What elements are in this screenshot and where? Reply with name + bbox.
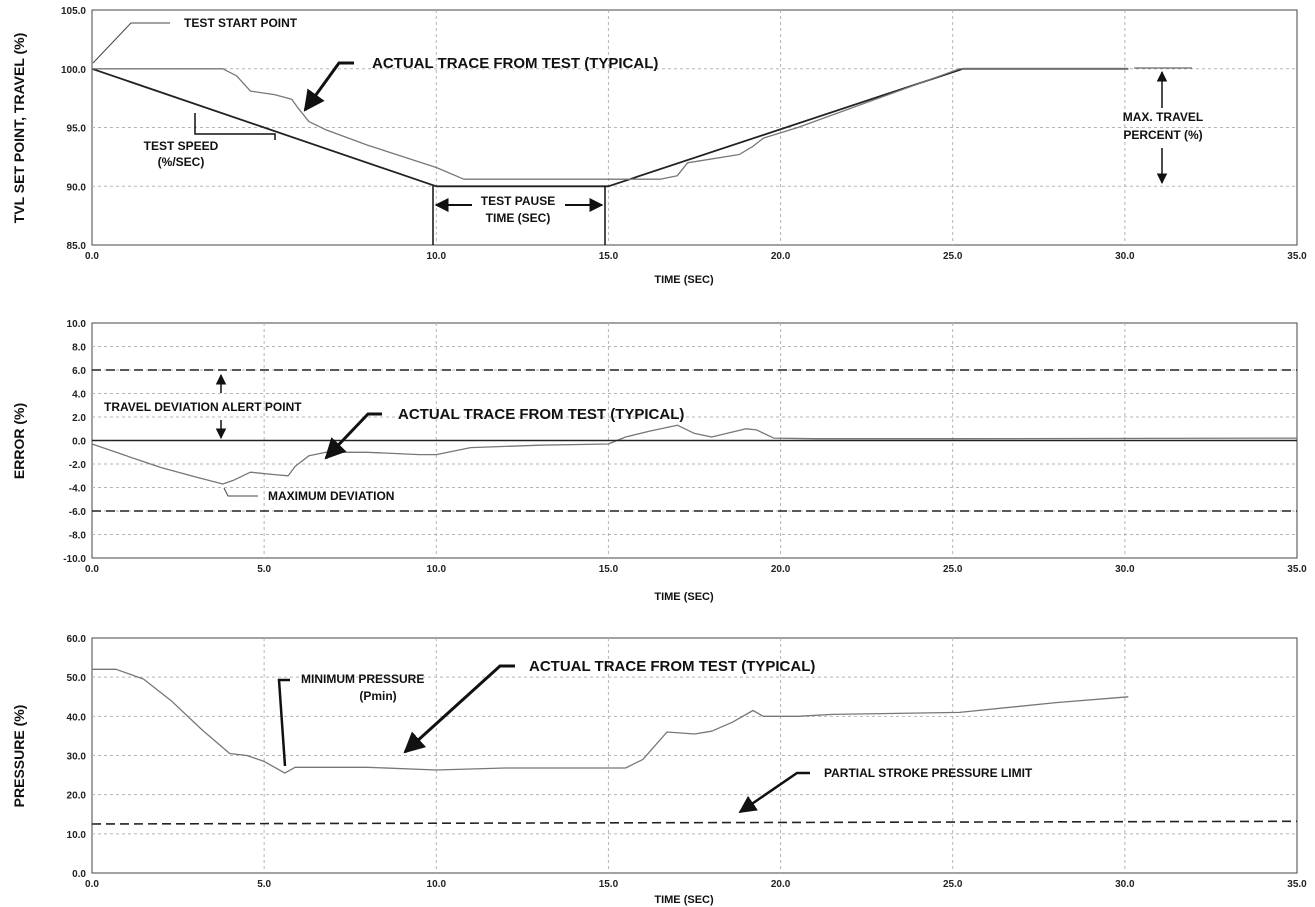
error-y-tick-label: -6.0 [69, 507, 87, 518]
travel-y-ticks: 105.0 100.0 95.0 90.0 85.0 [61, 6, 86, 252]
travel-x-tick-label: 0.0 [85, 251, 99, 262]
maximum-deviation-label: MAXIMUM DEVIATION [268, 489, 394, 503]
pressure-x-axis-title: TIME (SEC) [654, 894, 714, 906]
error-chart: 0.0 5.0 10.0 15.0 20.0 25.0 30.0 35.0 10.0 8.0 6.… [11, 319, 1307, 603]
actual-trace-label-1: ACTUAL TRACE FROM TEST (TYPICAL) [372, 55, 658, 72]
error-x-tick-label: 20.0 [771, 564, 791, 575]
actual-trace-label-3: ACTUAL TRACE FROM TEST (TYPICAL) [529, 658, 815, 675]
test-speed-annotation: TEST SPEED (%/SEC) [144, 113, 276, 169]
pressure-x-tick-label: 30.0 [1115, 879, 1135, 890]
error-x-tick-label: 10.0 [427, 564, 447, 575]
error-x-tick-label: 35.0 [1287, 564, 1307, 575]
actual-trace-label-2: ACTUAL TRACE FROM TEST (TYPICAL) [398, 406, 684, 423]
error-x-tick-label: 15.0 [599, 564, 619, 575]
travel-x-tick-label: 10.0 [427, 251, 447, 262]
error-y-ticks: 10.0 8.0 6.0 4.0 2.0 0.0 -2.0 -4.0 -6.0 -8.0 -10.0 [63, 319, 86, 565]
pressure-y-tick-label: 30.0 [67, 752, 87, 763]
error-y-axis-title: ERROR (%) [11, 403, 27, 479]
travel-series [91, 67, 1129, 188]
travel-x-tick-label: 35.0 [1287, 251, 1307, 262]
pressure-limit-annotation: PARTIAL STROKE PRESSURE LIMIT [738, 766, 1033, 814]
pressure-y-tick-label: 60.0 [67, 634, 87, 645]
error-x-tick-label: 25.0 [943, 564, 963, 575]
pressure-y-tick-label: 20.0 [67, 791, 87, 802]
pressure-y-ticks: 60.0 50.0 40.0 30.0 20.0 10.0 0.0 [67, 634, 87, 880]
error-y-tick-label: -8.0 [69, 531, 87, 542]
pressure-x-tick-label: 0.0 [85, 879, 99, 890]
pressure-grid [92, 638, 1297, 873]
test-speed-label: TEST SPEED [144, 139, 219, 153]
pressure-y-axis-title: PRESSURE (%) [11, 705, 27, 808]
error-series [91, 369, 1298, 512]
error-y-tick-label: 10.0 [67, 319, 87, 330]
error-y-tick-label: -2.0 [69, 460, 87, 471]
error-x-axis-title: TIME (SEC) [654, 591, 714, 603]
pressure-y-tick-label: 10.0 [67, 830, 87, 841]
max-travel-annotation: MAX. TRAVEL PERCENT (%) [1123, 67, 1203, 185]
pressure-x-tick-label: 15.0 [599, 879, 619, 890]
error-error-line [91, 424, 1298, 485]
pressure-y-tick-label: 40.0 [67, 712, 87, 723]
pressure-pressure-line [92, 668, 1129, 774]
pressure-x-tick-label: 25.0 [943, 879, 963, 890]
maximum-deviation-annotation: MAXIMUM DEVIATION [223, 487, 394, 503]
pressure-pressure-limit-line [91, 820, 1298, 825]
pressure-y-tick-label: 50.0 [67, 673, 87, 684]
max-travel-label: MAX. TRAVEL [1123, 110, 1203, 124]
travel-y-tick-label: 90.0 [67, 182, 87, 193]
travel-deviation-annotation: TRAVEL DEVIATION ALERT POINT [104, 373, 302, 440]
pressure-chart: 0.0 5.0 10.0 15.0 20.0 25.0 30.0 35.0 60.0 50.0 4… [11, 634, 1307, 906]
error-y-tick-label: 8.0 [72, 343, 86, 354]
pressure-y-tick-label: 0.0 [72, 869, 86, 880]
error-y-tick-label: 2.0 [72, 413, 86, 424]
pressure-x-ticks: 0.0 5.0 10.0 15.0 20.0 25.0 30.0 35.0 [85, 879, 1307, 890]
error-x-ticks: 0.0 5.0 10.0 15.0 20.0 25.0 30.0 35.0 [85, 564, 1307, 575]
travel-chart: 0.0 10.0 15.0 20.0 25.0 30.0 35.0 105.0 100.0 95… [11, 6, 1307, 286]
pressure-x-tick-label: 5.0 [257, 879, 271, 890]
error-y-tick-label: -4.0 [69, 484, 87, 495]
error-y-tick-label: 4.0 [72, 390, 86, 401]
error-y-tick-label: -10.0 [63, 554, 86, 565]
error-x-tick-label: 30.0 [1115, 564, 1135, 575]
error-y-tick-label: 0.0 [72, 437, 86, 448]
travel-y-tick-label: 95.0 [67, 124, 87, 135]
travel-y-tick-label: 100.0 [61, 65, 86, 76]
pressure-series [91, 668, 1298, 825]
pressure-x-tick-label: 20.0 [771, 879, 791, 890]
travel-x-tick-label: 25.0 [943, 251, 963, 262]
travel-y-tick-label: 105.0 [61, 6, 86, 17]
actual-trace-annotation-1: ACTUAL TRACE FROM TEST (TYPICAL) [303, 55, 658, 112]
travel-deviation-label: TRAVEL DEVIATION ALERT POINT [104, 400, 302, 414]
test-pause-unit: TIME (SEC) [486, 211, 551, 225]
travel-y-axis-title: TVL SET POINT, TRAVEL (%) [11, 33, 27, 224]
travel-x-tick-label: 15.0 [599, 251, 619, 262]
travel-x-axis-title: TIME (SEC) [654, 274, 714, 286]
minimum-pressure-label: MINIMUM PRESSURE [301, 672, 424, 686]
travel-x-tick-label: 20.0 [771, 251, 791, 262]
test-start-point-annotation: TEST START POINT [92, 16, 298, 64]
pressure-x-tick-label: 35.0 [1287, 879, 1307, 890]
error-y-tick-label: 6.0 [72, 366, 86, 377]
max-travel-unit: PERCENT (%) [1123, 128, 1202, 142]
error-x-tick-label: 0.0 [85, 564, 99, 575]
travel-x-tick-label: 30.0 [1115, 251, 1135, 262]
test-pause-label: TEST PAUSE [481, 194, 555, 208]
actual-trace-annotation-2: ACTUAL TRACE FROM TEST (TYPICAL) [324, 406, 684, 460]
test-pause-annotation: TEST PAUSE TIME (SEC) [432, 186, 606, 245]
travel-x-ticks: 0.0 10.0 15.0 20.0 25.0 30.0 35.0 [85, 251, 1307, 262]
test-start-point-label: TEST START POINT [184, 16, 298, 30]
pmin-label: (Pmin) [359, 689, 396, 703]
pressure-x-tick-label: 10.0 [427, 879, 447, 890]
travel-grid [92, 10, 1297, 245]
travel-travel-line [92, 68, 1129, 180]
test-speed-unit: (%/SEC) [158, 155, 205, 169]
pressure-limit-label: PARTIAL STROKE PRESSURE LIMIT [824, 766, 1033, 780]
actual-trace-annotation-3: ACTUAL TRACE FROM TEST (TYPICAL) [403, 658, 815, 754]
error-x-tick-label: 5.0 [257, 564, 271, 575]
travel-y-tick-label: 85.0 [67, 241, 87, 252]
minimum-pressure-annotation: MINIMUM PRESSURE (Pmin) [277, 672, 424, 767]
